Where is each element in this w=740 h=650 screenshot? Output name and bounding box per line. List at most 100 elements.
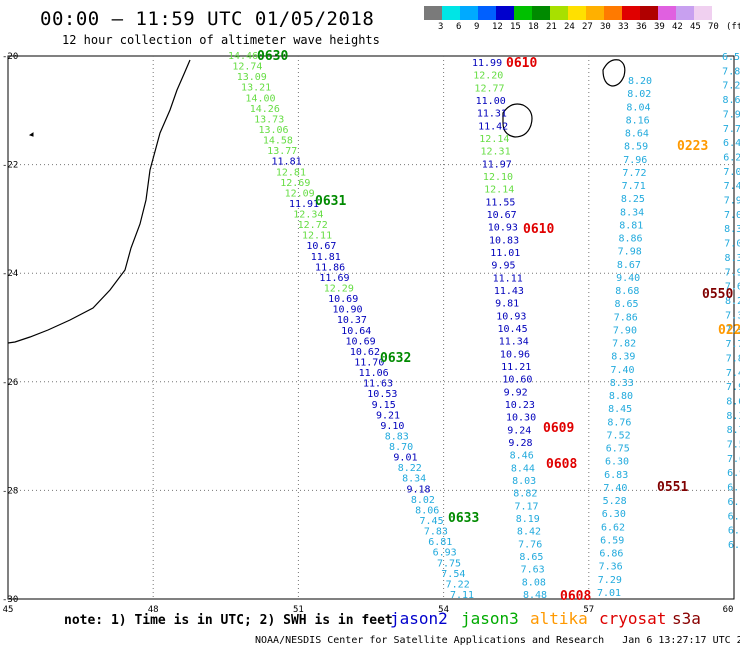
- track1-swh-label: 7.54: [441, 569, 465, 580]
- track3-swh-label: 8.45: [608, 404, 632, 415]
- track2-swh-label: 11.97: [482, 159, 512, 170]
- track1-swh-label: 12.74: [232, 62, 262, 73]
- colorbar-label: 15: [510, 22, 521, 32]
- track4-swh-label: 7.07: [724, 239, 740, 250]
- page-subtitle: 12 hour collection of altimeter wave hei…: [62, 33, 380, 47]
- track2-swh-label: 11.43: [494, 286, 524, 297]
- track2-swh-label: 10.96: [500, 349, 530, 360]
- track3-swh-label: 6.62: [601, 522, 625, 533]
- track3-swh-label: 7.86: [614, 312, 638, 323]
- track2-swh-label: 9.24: [507, 425, 531, 436]
- track1-swh-label: 12.69: [280, 178, 310, 189]
- x-tick-label: 54: [438, 605, 449, 615]
- colorbar-label: 30: [600, 22, 611, 32]
- track4-swh-label: 8.32: [724, 224, 740, 235]
- track1-swh-label: 11.63: [363, 379, 393, 390]
- track1-swh-label: 7.22: [446, 579, 470, 590]
- track2-swh-label: 11.31: [477, 109, 507, 120]
- track3-swh-label: 7.40: [611, 365, 635, 376]
- track1-swh-label: 12.72: [298, 220, 328, 231]
- x-tick-label: 45: [3, 605, 14, 615]
- track1-swh-label: 13.06: [258, 125, 288, 136]
- track1-swh-label: 13.77: [267, 146, 297, 157]
- track3-swh-label: 8.65: [614, 299, 638, 310]
- track1-swh-label: 10.62: [350, 347, 380, 358]
- track4-swh-label: 7.07: [723, 167, 740, 178]
- track1-swh-label: 9.18: [406, 484, 430, 495]
- track4-swh-label: 8.61: [723, 95, 740, 106]
- pass-time-label: 022: [718, 323, 740, 338]
- colorbar-unit: (ft): [726, 22, 740, 32]
- pass-time-label: 0632: [380, 351, 411, 366]
- track3-swh-label: 7.82: [612, 339, 636, 350]
- track4-swh-label: 7.77: [726, 339, 740, 350]
- track2-swh-label: 10.23: [505, 400, 535, 411]
- x-tick-label: 51: [293, 605, 304, 615]
- track1-swh-label: 10.69: [328, 294, 358, 305]
- colorbar-swatch: [532, 6, 550, 20]
- track1-swh-label: 10.53: [367, 389, 397, 400]
- colorbar-label: 18: [528, 22, 539, 32]
- pass-time-label: 0630: [257, 49, 288, 64]
- track2-swh-label: 11.01: [490, 248, 520, 259]
- coastline: [7, 59, 191, 344]
- colorbar: [424, 6, 730, 20]
- satellite-legend-s3a: s3a: [672, 609, 701, 628]
- track2-swh-label: 8.44: [511, 463, 535, 474]
- colorbar-swatch: [496, 6, 514, 20]
- track3-swh-label: 8.04: [626, 102, 650, 113]
- colorbar-swatch: [658, 6, 676, 20]
- track3-swh-label: 8.33: [610, 378, 634, 389]
- track3-swh-label: 6.30: [602, 509, 626, 520]
- track4-swh-label: 7.39: [725, 310, 740, 321]
- track1-swh-label: 12.81: [276, 167, 306, 178]
- track2-swh-label: 11.00: [476, 96, 506, 107]
- track4-swh-label: 7.57: [727, 440, 740, 451]
- timestamp-text: Jan 6 13:27:17 UTC 2018: [622, 635, 740, 646]
- track1-swh-label: 12.09: [285, 188, 315, 199]
- track2-swh-label: 11.21: [501, 362, 531, 373]
- track3-swh-label: 8.67: [617, 260, 641, 271]
- track1-swh-label: 11.81: [272, 157, 302, 168]
- track2-swh-label: 10.45: [498, 324, 528, 335]
- track3-swh-label: 6.83: [604, 470, 628, 481]
- track1-swh-label: 6.93: [433, 548, 457, 559]
- track4-swh-label: 7.85: [722, 66, 740, 77]
- track1-swh-label: 7.11: [450, 590, 474, 601]
- track2-swh-label: 8.19: [516, 514, 540, 525]
- track3-swh-label: 8.68: [615, 286, 639, 297]
- colorbar-label: 39: [654, 22, 665, 32]
- island-mauritius: [602, 59, 626, 87]
- track4-swh-label: 7.97: [726, 382, 740, 393]
- track4-swh-label: 8.39: [726, 411, 740, 422]
- track2-swh-label: 10.93: [488, 223, 518, 234]
- pass-time-label: 0610: [523, 222, 554, 237]
- colorbar-swatch: [442, 6, 460, 20]
- track4-swh-label: 6.79: [728, 511, 740, 522]
- track3-swh-label: 7.72: [622, 168, 646, 179]
- colorbar-swatch: [424, 6, 442, 20]
- track3-swh-label: 8.59: [624, 142, 648, 153]
- pass-time-label: 0631: [315, 194, 346, 209]
- pass-time-label: 0608: [560, 589, 591, 604]
- track1-swh-label: 14.46: [228, 51, 258, 62]
- track3-swh-label: 7.40: [603, 483, 627, 494]
- track1-swh-label: 9.10: [380, 421, 404, 432]
- track2-swh-label: 7.63: [521, 565, 545, 576]
- track1-swh-label: 12.11: [302, 231, 332, 242]
- track1-swh-label: 13.09: [237, 72, 267, 83]
- colorbar-label: 9: [474, 22, 480, 32]
- track4-swh-label: 7.94: [725, 267, 740, 278]
- track4-swh-label: 8.27: [725, 296, 740, 307]
- track1-swh-label: 7.75: [437, 558, 461, 569]
- legend-note: note: 1) Time is in UTC; 2) SWH is in fe…: [64, 613, 393, 628]
- track2-swh-label: 9.28: [508, 438, 532, 449]
- track1-swh-label: 10.37: [337, 315, 367, 326]
- track3-swh-label: 7.52: [607, 430, 631, 441]
- track3-swh-label: 8.81: [619, 220, 643, 231]
- track1-swh-label: 10.90: [332, 305, 362, 316]
- pass-time-label: 0609: [543, 421, 574, 436]
- track1-swh-label: 13.21: [241, 83, 271, 94]
- track1-swh-label: 11.91: [289, 199, 319, 210]
